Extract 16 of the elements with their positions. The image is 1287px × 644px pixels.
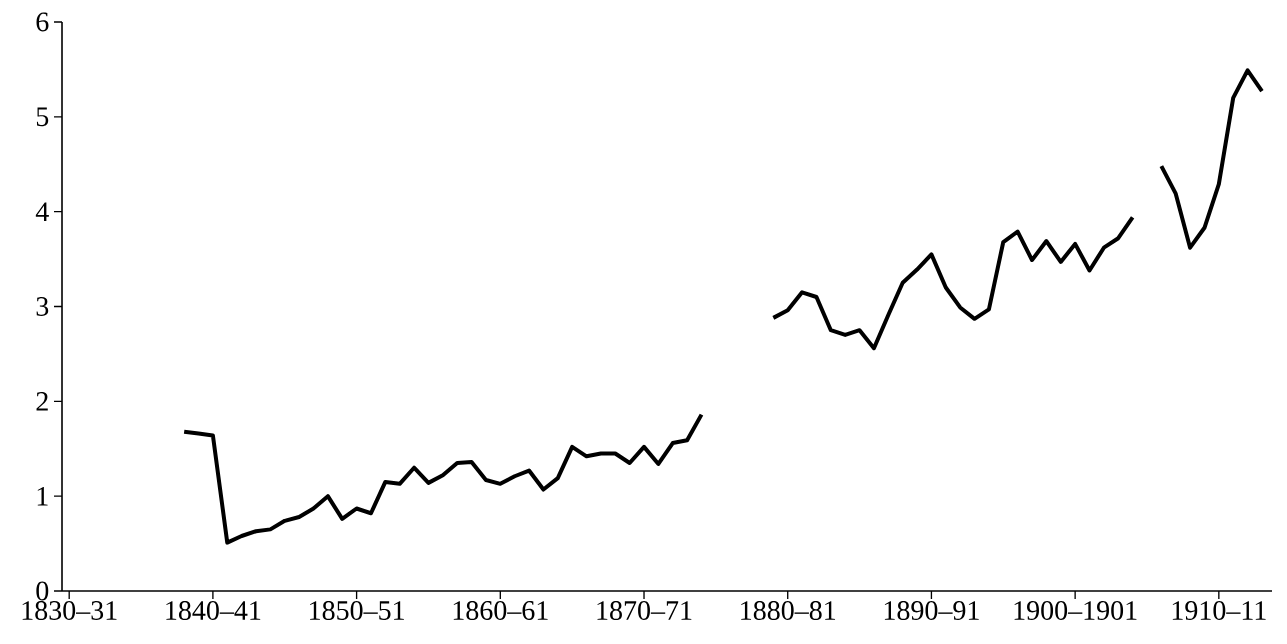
x-tick-label: 1910–11 (1172, 601, 1266, 620)
y-tick-label: 0 (36, 581, 49, 601)
x-tick-label: 1860–61 (453, 601, 548, 620)
y-tick-label: 1 (37, 486, 48, 506)
y-tick-label: 2 (36, 392, 48, 411)
x-tick-label: 1880–81 (741, 601, 836, 620)
x-tick-label: 1870–71 (597, 601, 692, 620)
y-tick-label: 6 (36, 12, 49, 32)
x-tick-label: 1840–41 (166, 601, 261, 620)
y-tick-label: 4 (35, 202, 49, 221)
x-tick-label: 1830–31 (22, 601, 117, 620)
x-tick-label: 1900–1901 (1014, 601, 1137, 620)
x-tick-label: 1850–51 (310, 601, 404, 620)
y-tick-label: 5 (36, 107, 49, 127)
y-tick-label: 3 (36, 297, 49, 316)
x-tick-label: 1890–91 (884, 601, 979, 620)
